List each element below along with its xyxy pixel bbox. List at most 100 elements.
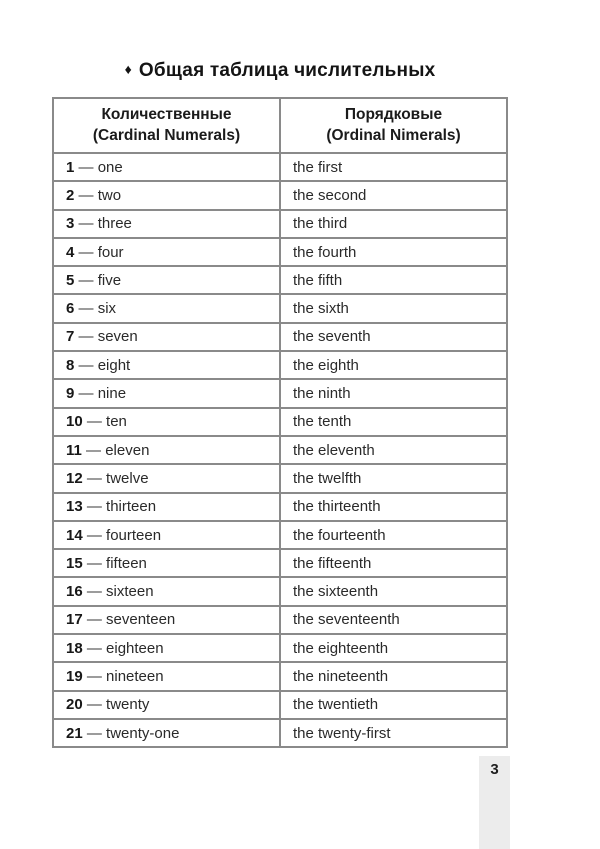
ordinal-cell: the tenth [279,406,508,437]
table-row: 18 — eighteen the eighteenth [52,633,508,664]
cardinal-word: twenty [106,696,150,714]
cardinal-cell: 15 — fifteen [52,548,281,579]
cardinal-word: nine [97,385,127,403]
cardinal-cell: 18 — eighteen [52,633,281,664]
table-row: 5 — five the fifth [52,265,508,296]
cardinal-cell: 3 — three [52,208,281,239]
dash-separator: — [82,583,107,601]
table-row: 3 — three the third [52,208,508,239]
cardinal-cell: 7 — seven [52,321,281,353]
ordinal-cell: the fourth [279,236,508,268]
table-row: 14 — fourteen the fourteenth [52,519,508,551]
page-number-strip: 3 [479,756,510,849]
ordinal-cell: the eighteenth [279,633,508,664]
cardinal-word: eighteen [106,639,164,657]
table-row: 9 — nine the ninth [52,378,508,409]
ordinal-cell: the eighth [279,350,508,381]
cardinal-word: sixteen [106,583,154,601]
cardinal-word: ten [106,413,127,431]
table-row: 17 — seventeen the seventeenth [52,604,508,636]
cardinal-word: four [97,243,124,261]
cardinal-word: three [97,215,132,233]
ordinal-cell: the fifteenth [279,548,508,579]
table-row: 2 — two the second [52,180,508,211]
row-number: 17 [66,611,83,629]
ordinal-cell: the seventh [279,321,508,353]
dash-separator: — [82,498,107,516]
dash-separator: — [82,554,107,572]
cardinal-cell: 2 — two [52,180,281,211]
dash-separator: — [82,413,107,431]
table-row: 21 — twenty-one the twenty-first [52,717,508,749]
row-number: 14 [66,526,83,544]
cardinal-cell: 1 — one [52,151,281,183]
table-row: 19 — nineteen the nineteenth [52,661,508,692]
cardinal-word: seventeen [106,611,176,629]
dash-separator: — [74,158,98,176]
table-body: 1 — one the first 2 — two the second 3 — thr… [52,151,508,749]
cardinal-cell: 17 — seventeen [52,604,281,636]
cardinal-word: two [97,186,122,204]
row-number: 2 [66,186,75,204]
row-number: 4 [66,243,75,261]
row-number: 6 [66,300,75,318]
row-number: 3 [66,215,75,233]
dash-separator: — [82,469,107,487]
cardinal-word: nineteen [106,667,164,685]
cardinal-cell: 4 — four [52,236,281,268]
table-row: 6 — six the sixth [52,293,508,324]
cardinal-cell: 9 — nine [52,378,281,409]
cardinal-word: eight [97,356,131,374]
table-row: 13 — thirteen the thirteenth [52,491,508,522]
cardinal-cell: 16 — sixteen [52,576,281,607]
cardinal-cell: 5 — five [52,265,281,296]
dash-separator: — [74,385,98,403]
ordinal-cell: the sixth [279,293,508,324]
row-number: 1 [66,158,75,176]
cardinal-word: seven [97,328,138,346]
cardinal-word: twenty-one [106,724,180,742]
row-number: 10 [66,413,83,431]
col-header-ordinal-ru: Порядковые [344,106,443,124]
cardinal-word: five [97,271,122,289]
dash-separator: — [82,696,107,714]
cardinal-word: one [97,158,123,176]
cardinal-cell: 13 — thirteen [52,491,281,522]
cardinal-cell: 11 — eleven [52,434,281,466]
cardinal-cell: 10 — ten [52,406,281,437]
ordinal-cell: the first [279,151,508,183]
col-header-cardinal-ru: Количественные [101,106,232,124]
cardinal-cell: 21 — twenty-one [52,717,281,749]
dash-separator: — [74,186,98,204]
ordinal-cell: the ninth [279,378,508,409]
ordinal-cell: the nineteenth [279,661,508,692]
row-number: 9 [66,385,75,403]
ordinal-cell: the second [279,180,508,211]
cardinal-cell: 20 — twenty [52,689,281,720]
table-row: 4 — four the fourth [52,236,508,268]
row-number: 7 [66,328,75,346]
row-number: 21 [66,724,83,742]
cardinal-cell: 12 — twelve [52,463,281,494]
page-title-text: Общая таблица числительных [138,60,436,81]
row-number: 13 [66,498,83,516]
cardinal-word: twelve [106,469,149,487]
ordinal-cell: the fifth [279,265,508,296]
dash-separator: — [74,300,98,318]
dash-separator: — [74,215,98,233]
dash-separator: — [81,441,106,459]
cardinal-word: fourteen [106,526,162,544]
row-number: 15 [66,554,83,572]
row-number: 11 [66,441,82,459]
ordinal-cell: the twentieth [279,689,508,720]
cardinal-word: thirteen [106,498,157,516]
dash-separator: — [74,328,98,346]
table-row: 1 — one the first [52,151,508,183]
page-number: 3 [490,761,499,778]
ordinal-cell: the thirteenth [279,491,508,522]
diamond-bullet-icon: ♦ [124,61,132,77]
dash-separator: — [82,526,107,544]
numerals-table: Количественные (Cardinal Numerals) Поряд… [52,97,508,749]
table-row: 20 — twenty the twentieth [52,689,508,720]
